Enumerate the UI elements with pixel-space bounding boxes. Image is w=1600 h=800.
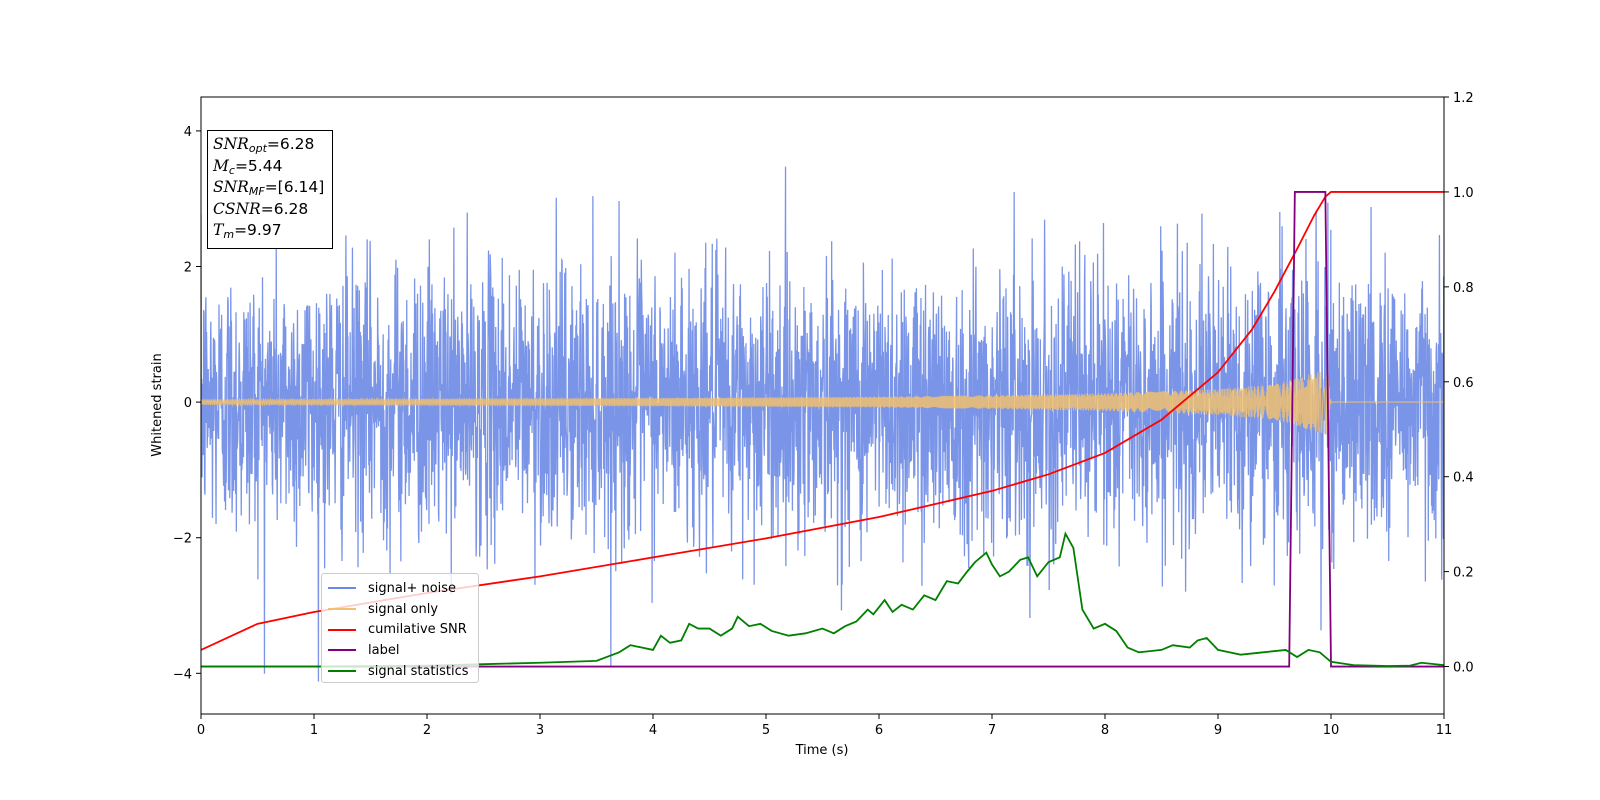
merger-time-stat: Tm=9.97 [213,221,282,242]
signal-noise-line [201,166,1444,682]
legend-label: signal only [368,601,439,617]
legend-swatch [328,628,356,631]
stats-annotation-box: SNRopt=6.28 Mc=5.44 SNRMF=[6.14] CSNR=6.… [207,130,333,249]
y-axis-right: 0.0 0.2 0.4 0.6 0.8 1.0 1.2 [1444,91,1474,676]
x-tick-label: 8 [1101,723,1109,738]
csnr-stat: CSNR=6.28 [213,199,309,218]
y2-tick-label: 0.4 [1453,471,1474,486]
legend-item-cumulative-snr: cumilative SNR [328,619,478,640]
label-series [201,191,1444,668]
y-tick-label: −2 [173,532,192,547]
signal-statistics-series [201,531,1444,668]
signal-only-series [201,368,1444,436]
y2-tick-label: 0.6 [1453,376,1474,391]
x-tick-label: 5 [762,723,770,738]
legend-item-label: label [328,640,478,661]
chirp-mass-stat: Mc=5.44 [213,156,283,177]
x-tick-label: 10 [1323,723,1340,738]
legend-item-signal-only: signal only [328,599,478,620]
y2-tick-label: 0.2 [1453,566,1474,581]
legend: signal+ noise signal only cumilative SNR… [321,573,479,683]
y-tick-label: 0 [184,396,192,411]
legend-item-signal-statistics: signal statistics [328,661,478,682]
legend-label: signal statistics [368,663,469,679]
y-axis-label: Whitened strain [150,353,165,456]
y2-tick-label: 0.8 [1453,281,1474,296]
x-axis-label: Time (s) [795,743,849,758]
x-tick-label: 3 [536,723,544,738]
legend-label: label [368,642,400,658]
legend-label: cumilative SNR [368,622,467,638]
signal-noise-series [201,166,1444,682]
legend-label: signal+ noise [368,580,457,596]
legend-swatch [328,608,356,611]
y-tick-label: −4 [173,667,192,682]
x-tick-label: 1 [310,723,318,738]
signal-only-line [201,368,1444,436]
legend-item-signal-noise: signal+ noise [328,578,478,599]
y-tick-label: 2 [184,261,192,276]
y-axis-left: −4 −2 0 2 4 [173,125,201,682]
legend-swatch [328,587,356,590]
y-tick-label: 4 [184,125,192,140]
snr-mf-stat: SNRMF=[6.14] [213,178,325,199]
signal-statistics-line [201,531,1444,668]
plot-frame [200,96,1445,715]
y2-tick-label: 1.2 [1453,91,1474,106]
x-tick-label: 0 [197,723,205,738]
x-tick-label: 4 [649,723,657,738]
y2-tick-label: 0.0 [1453,661,1474,676]
label-line [201,191,1444,668]
legend-swatch [328,649,356,652]
snr-opt-stat: SNRopt=6.28 [213,135,315,155]
x-tick-label: 6 [875,723,883,738]
x-tick-label: 9 [1214,723,1222,738]
x-tick-label: 11 [1436,723,1453,738]
x-tick-label: 2 [423,723,431,738]
legend-swatch [328,670,356,673]
y2-tick-label: 1.0 [1453,186,1474,201]
x-tick-label: 7 [988,723,996,738]
x-axis: 0 1 2 3 4 5 6 7 8 9 10 11 [197,714,1452,738]
